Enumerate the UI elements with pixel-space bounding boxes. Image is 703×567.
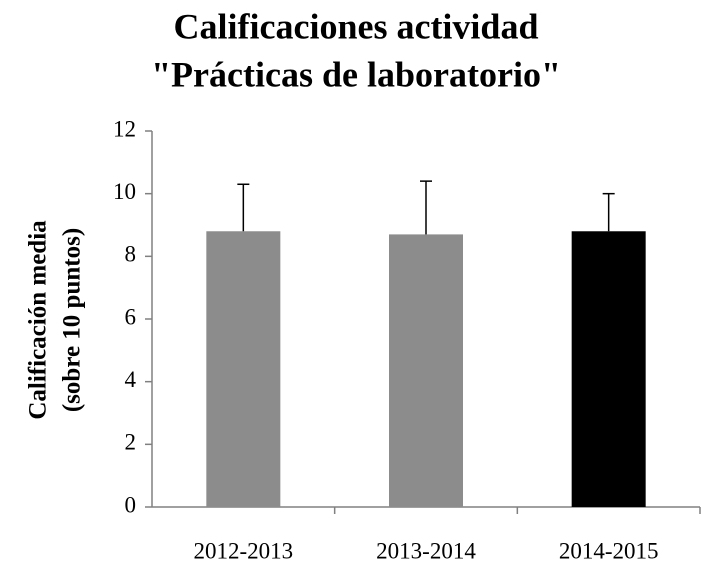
chart-title: "Prácticas de laboratorio": [151, 54, 561, 94]
chart-title: Calificaciones actividad: [174, 6, 539, 46]
y-axis-label: (sobre 10 puntos): [59, 228, 86, 412]
y-tick-label: 4: [125, 367, 137, 392]
bar: [389, 234, 463, 507]
x-tick-label: 2013-2014: [376, 538, 476, 563]
x-tick-label: 2014-2015: [559, 538, 659, 563]
y-axis-label: Calificación media: [25, 220, 52, 420]
error-bar: [602, 192, 615, 232]
error-bar: [420, 180, 432, 235]
bar: [206, 231, 281, 507]
y-tick-label: 6: [125, 304, 137, 329]
error-bar: [237, 183, 250, 232]
y-tick-label: 12: [113, 116, 136, 141]
y-tick-label: 0: [125, 492, 137, 517]
y-tick-label: 2: [125, 430, 137, 455]
y-tick-label: 10: [113, 179, 136, 204]
bar: [571, 231, 646, 507]
y-tick-label: 8: [125, 242, 137, 267]
x-tick-label: 2012-2013: [193, 538, 293, 563]
